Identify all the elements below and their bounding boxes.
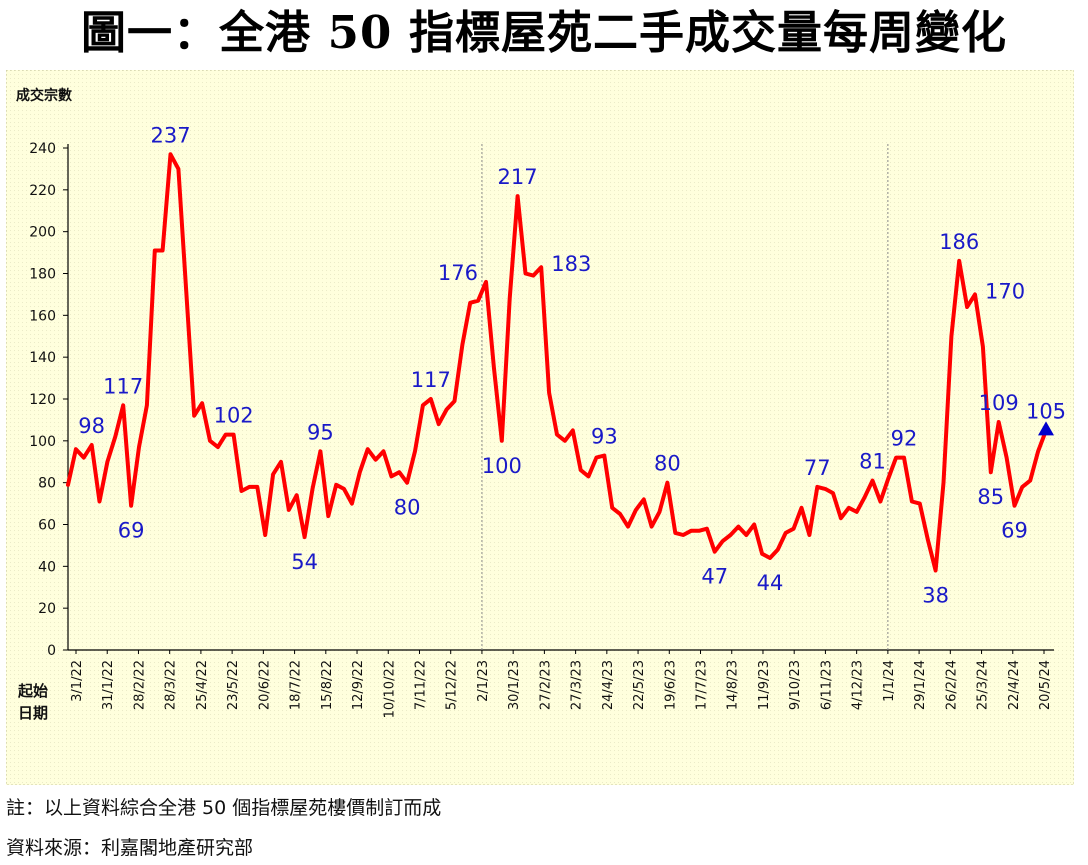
- y-tick-label: 40: [38, 559, 56, 575]
- data-label: 105: [1026, 399, 1066, 423]
- footnote: 註：以上資料綜合全港 50 個指標屋苑樓價制訂而成: [6, 797, 442, 819]
- y-tick-label: 20: [38, 601, 56, 617]
- data-label: 186: [939, 230, 979, 254]
- x-tick-label: 9/10/23: [788, 660, 803, 710]
- data-label: 54: [291, 550, 318, 574]
- x-tick-label: 27/3/23: [570, 660, 585, 710]
- data-label: 170: [985, 279, 1025, 303]
- data-label: 80: [654, 452, 681, 476]
- y-tick-label: 60: [38, 518, 56, 534]
- x-tick-label: 22/4/24: [1007, 660, 1022, 710]
- y-tick-label: 220: [29, 183, 56, 199]
- data-label: 117: [103, 374, 143, 398]
- x-tick-label: 28/2/22: [132, 660, 147, 710]
- source-note: 資料來源：利嘉閣地產研究部: [6, 837, 254, 859]
- data-label: 92: [891, 427, 918, 451]
- x-tick-label: 26/2/24: [944, 660, 959, 710]
- data-label: 95: [307, 420, 334, 444]
- x-tick-label: 7/11/22: [413, 660, 428, 710]
- x-tick-label: 11/9/23: [757, 660, 772, 710]
- x-tick-label: 29/1/24: [913, 660, 928, 710]
- x-tick-label: 12/9/22: [351, 660, 366, 710]
- data-label: 109: [979, 391, 1019, 415]
- x-tick-label: 22/5/23: [632, 660, 647, 710]
- x-tick-label: 4/12/23: [851, 660, 866, 710]
- y-tick-label: 100: [29, 434, 56, 450]
- x-tick-label: 23/5/22: [226, 660, 241, 710]
- x-axis-label: 日期: [18, 704, 48, 722]
- data-label: 69: [118, 519, 145, 543]
- x-tick-label: 2/1/23: [476, 660, 491, 702]
- x-tick-label: 27/2/23: [538, 660, 553, 710]
- y-tick-label: 200: [29, 225, 56, 241]
- data-label: 176: [438, 261, 478, 285]
- x-tick-label: 25/4/22: [195, 660, 210, 710]
- x-tick-label: 20/6/22: [257, 660, 272, 710]
- data-label: 80: [394, 496, 421, 520]
- data-label: 98: [78, 414, 105, 438]
- x-tick-label: 15/8/22: [320, 660, 335, 710]
- x-tick-label: 10/10/22: [382, 660, 397, 718]
- data-label: 183: [551, 252, 591, 276]
- series-line: [66, 152, 1048, 573]
- x-tick-label: 1/1/24: [882, 660, 897, 702]
- data-label: 117: [411, 368, 451, 392]
- x-tick-label: 18/7/22: [289, 660, 304, 710]
- y-tick-label: 180: [29, 267, 56, 283]
- x-tick-label: 3/1/22: [70, 660, 85, 702]
- y-tick-label: 120: [29, 392, 56, 408]
- data-label: 69: [1001, 519, 1028, 543]
- data-label: 217: [498, 165, 538, 189]
- x-tick-label: 14/8/23: [726, 660, 741, 710]
- x-tick-label: 31/1/22: [101, 660, 116, 710]
- page-title: 圖一：全港 50 指標屋苑二手成交量每周變化: [81, 6, 1007, 59]
- x-tick-label: 24/4/23: [601, 660, 616, 710]
- y-tick-label: 240: [29, 141, 56, 157]
- x-tick-label: 28/3/22: [164, 660, 179, 710]
- chart-background: [5, 69, 1075, 786]
- data-label: 100: [482, 454, 522, 478]
- chart-container: 成交宗數 0 20 40 60 80 100 120 140 160 180 200 220 240 3/…: [5, 69, 1075, 786]
- data-label: 38: [922, 584, 949, 608]
- data-label: 81: [859, 450, 886, 474]
- data-label: 85: [977, 485, 1004, 509]
- data-label: 237: [150, 123, 190, 147]
- y-tick-label: 140: [29, 350, 56, 366]
- y-tick-label: 80: [38, 476, 56, 492]
- line-chart: 成交宗數 0 20 40 60 80 100 120 140 160 180 200 220 240 3/…: [5, 69, 1075, 786]
- end-marker: [1038, 421, 1054, 436]
- y-tick-label: 0: [47, 643, 56, 659]
- data-label: 44: [757, 571, 784, 595]
- y-axis-label: 成交宗數: [16, 87, 72, 104]
- x-tick-label: 25/3/24: [976, 660, 991, 710]
- data-label: 77: [804, 456, 831, 480]
- x-tick-label: 19/6/23: [663, 660, 678, 710]
- x-tick-label: 6/11/23: [819, 660, 834, 710]
- x-tick-label: 20/5/24: [1038, 660, 1053, 710]
- data-label: 102: [214, 404, 254, 428]
- data-label: 93: [591, 424, 618, 448]
- y-tick-label: 160: [29, 308, 56, 324]
- x-axis-label: 起始: [17, 682, 48, 700]
- x-tick-label: 30/1/23: [507, 660, 522, 710]
- x-tick-label: 5/12/22: [445, 660, 460, 710]
- x-tick-label: 17/7/23: [695, 660, 710, 710]
- data-label: 47: [701, 565, 728, 589]
